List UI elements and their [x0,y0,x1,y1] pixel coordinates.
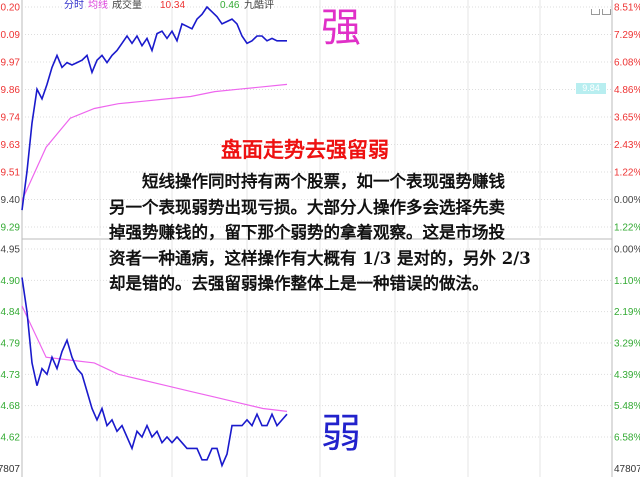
y-tick-label-right: 8.51% [614,3,640,14]
paragraph-line: 短线操作同时持有两个股票，如一个表现强势赚钱 [109,172,505,191]
y-tick-label-right: 3.65% [614,113,640,124]
y-tick-label-left: 9.29 [1,223,21,234]
volume-label-left: 7807 [0,464,20,475]
strong-label: 强 [321,5,361,51]
y-tick-label-right: 7.29% [614,30,640,41]
y-tick-label-right: 1.22% [614,168,640,179]
y-tick-label-right: 3.29% [614,339,640,350]
y-tick-label-right: 1.22% [614,223,640,234]
y-tick-label-right: 4.86% [614,85,640,96]
y-tick-label-right: 1.10% [614,276,640,287]
y-tick-label-left: 4.90 [1,276,21,287]
y-tick-label-left: 4.79 [1,339,21,350]
y-tick-label-right: 2.19% [614,307,640,318]
header-item[interactable]: 均线 [88,0,108,11]
y-tick-label-left: 4.73 [1,370,21,381]
y-tick-label-left: 10.20 [0,3,20,14]
y-tick-label-left: 10.09 [0,30,20,41]
header-item[interactable]: 分时 [64,0,84,11]
header-item: 0.46 [220,0,240,11]
y-tick-label-left: 4.84 [1,307,21,318]
price-line [21,5,287,211]
paragraph-line: 却是错的。去强留弱操作整体上是一种错误的做法。 [109,274,489,293]
paragraph-line: 资者一种通病，这样操作有大概有 1/3 是对的，另外 2/3 [109,248,531,268]
header-item[interactable]: 九酷评 [244,0,274,11]
y-tick-label-left: 4.68 [1,401,21,412]
y-tick-label-left: 9.74 [1,113,21,124]
paragraph-line: 掉强势赚钱的，留下那个弱势的拿着观察。这是市场投 [109,223,505,242]
average-price-line [21,305,288,412]
y-tick-label-left: 9.86 [1,85,21,96]
restore-icon[interactable] [602,9,611,15]
article-title: 盘面走势去强留弱 [221,138,389,162]
y-tick-label-right: 6.58% [614,433,640,444]
price-line [21,277,288,468]
y-tick-label-left: 4.62 [1,433,21,444]
y-tick-label-left: 4.95 [1,245,21,256]
y-tick-label-right: 6.08% [614,58,640,69]
y-tick-label-right: 0.00% [614,195,640,206]
average-price-line [21,83,288,201]
volume-label-right: 47807 [614,464,640,475]
y-tick-label-left: 9.51 [1,168,21,179]
article-paragraph: 短线操作同时持有两个股票，如一个表现强势赚钱 另一个表现弱势出现亏损。大部分人操… [109,169,569,297]
header-item[interactable]: 成交量 [112,0,142,11]
weak-label: 弱 [321,411,361,457]
y-tick-label-right: 4.39% [614,370,640,381]
chart-header: 分时 均线 成交量 10.34 0.46 九酷评 [0,0,300,12]
minimize-icon[interactable] [591,9,600,15]
y-tick-label-left: 9.63 [1,140,21,151]
window-controls [591,0,613,19]
y-tick-label-right: 0.00% [614,245,640,256]
header-item: 10.34 [160,0,186,11]
y-tick-label-right: 2.43% [614,140,640,151]
y-tick-label-left: 9.40 [1,195,21,206]
cursor-price-tag: 9.84 [576,83,606,94]
y-tick-label-left: 9.97 [1,58,21,69]
paragraph-line: 另一个表现弱势出现亏损。大部分人操作多会选择先卖 [109,197,505,217]
y-tick-label-right: 5.48% [614,401,640,412]
